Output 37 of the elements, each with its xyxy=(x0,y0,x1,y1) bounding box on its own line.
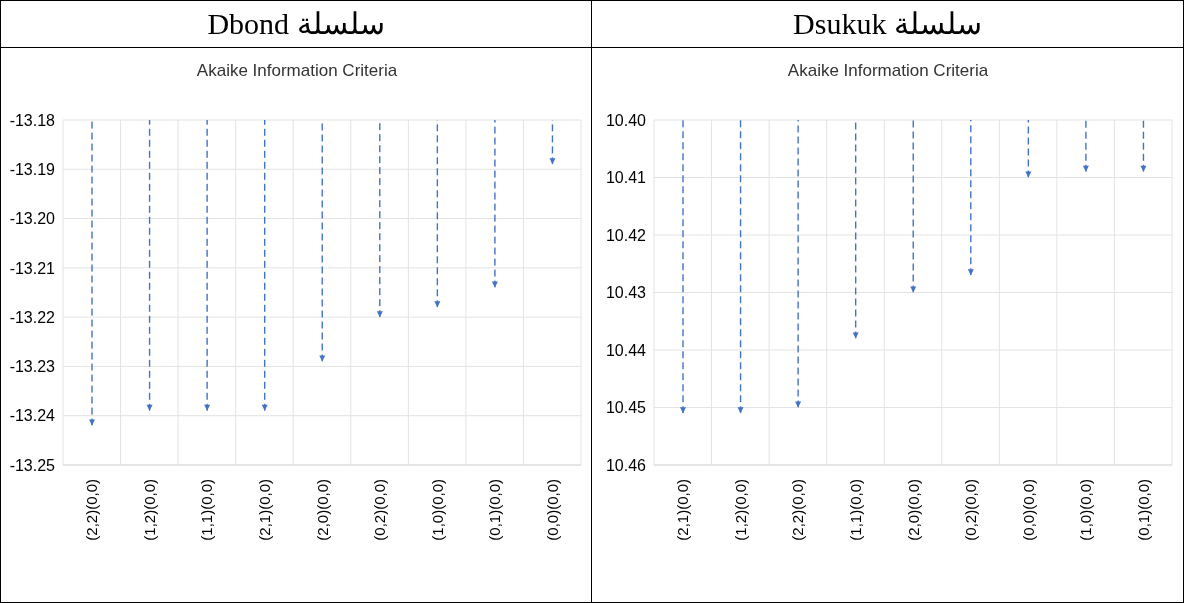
y-tick-label: -13.18 xyxy=(9,111,56,129)
chart-subtitle: Akaike Information Criteria xyxy=(195,61,399,81)
x-tick-label: (2,1)(0,0) xyxy=(255,479,273,541)
x-tick-label: (1,0)(0,0) xyxy=(1077,479,1095,541)
y-tick-label: -13.19 xyxy=(9,160,56,178)
x-tick-label: (1,2)(0,0) xyxy=(731,479,749,541)
x-tick-label: (0,2)(0,0) xyxy=(371,479,389,541)
x-tick-label: (1,0)(0,0) xyxy=(428,479,446,541)
y-tick-label: 10.44 xyxy=(605,341,647,359)
chart-title: سلسلة Dbond xyxy=(1,1,591,48)
x-tick-label: (0,0)(0,0) xyxy=(1019,479,1037,541)
x-tick-label: (1,1)(0,0) xyxy=(846,479,864,541)
x-tick-label: (1,1)(0,0) xyxy=(198,479,216,541)
y-tick-label: -13.20 xyxy=(9,210,56,228)
y-tick-label: -13.25 xyxy=(9,456,56,474)
x-tick-label: (0,1)(0,0) xyxy=(486,479,504,541)
y-tick-label: -13.23 xyxy=(9,358,56,376)
x-tick-label: (0,2)(0,0) xyxy=(962,479,980,541)
x-tick-label: (2,0)(0,0) xyxy=(904,479,922,541)
y-tick-label: 10.41 xyxy=(605,169,647,187)
y-tick-label: -13.24 xyxy=(9,407,56,425)
x-tick-label: (2,2)(0,0) xyxy=(83,479,101,541)
x-tick-label: (2,2)(0,0) xyxy=(789,479,807,541)
x-tick-label: (0,0)(0,0) xyxy=(543,479,561,541)
chart-title: سلسلة Dsukuk xyxy=(592,1,1183,48)
y-tick-label: -13.22 xyxy=(9,308,56,326)
y-tick-label: 10.42 xyxy=(605,226,647,244)
y-tick-label: -13.21 xyxy=(9,259,56,277)
x-tick-label: (2,0)(0,0) xyxy=(313,479,331,541)
y-tick-label: 10.46 xyxy=(605,456,647,474)
chart-subtitle: Akaike Information Criteria xyxy=(786,61,990,81)
x-tick-label: (2,1)(0,0) xyxy=(674,479,692,541)
y-tick-label: 10.45 xyxy=(605,399,647,417)
y-tick-label: 10.43 xyxy=(605,284,647,302)
x-tick-label: (0,1)(0,0) xyxy=(1134,479,1152,541)
x-tick-label: (1,2)(0,0) xyxy=(140,479,158,541)
y-tick-label: 10.40 xyxy=(605,111,647,129)
